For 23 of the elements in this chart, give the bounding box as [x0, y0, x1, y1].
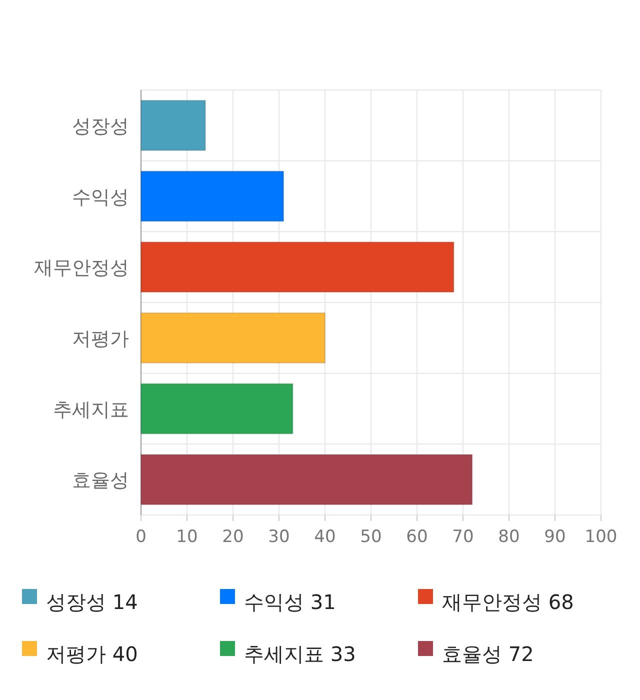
x-tick-label: 80: [498, 527, 520, 547]
legend-label: 효율성 72: [442, 642, 534, 666]
x-tick-label: 30: [268, 527, 290, 547]
legend-label: 추세지표 33: [244, 642, 356, 666]
y-tick-label: 추세지표: [53, 398, 129, 421]
y-tick-label: 저평가: [72, 328, 129, 350]
y-tick-label: 성장성: [72, 115, 129, 138]
x-tick-label: 50: [360, 527, 382, 547]
legend-label: 재무안정성 68: [442, 590, 574, 614]
x-tick-label: 0: [136, 527, 146, 547]
x-tick-label: 20: [222, 527, 244, 547]
x-tick-label: 100: [584, 527, 618, 547]
x-tick-label: 10: [176, 527, 198, 547]
y-tick-label: 재무안정성: [34, 257, 129, 280]
legend-label: 성장성 14: [46, 590, 138, 614]
x-tick-label: 90: [544, 527, 566, 547]
y-tick-label: 효율성: [72, 470, 129, 492]
x-tick-label: 40: [314, 527, 336, 547]
legend-label: 수익성 31: [244, 590, 336, 614]
y-tick-label: 수익성: [72, 186, 129, 208]
x-tick-label: 60: [406, 527, 428, 547]
x-tick-label: 70: [452, 527, 474, 547]
legend-label: 저평가 40: [46, 642, 138, 666]
